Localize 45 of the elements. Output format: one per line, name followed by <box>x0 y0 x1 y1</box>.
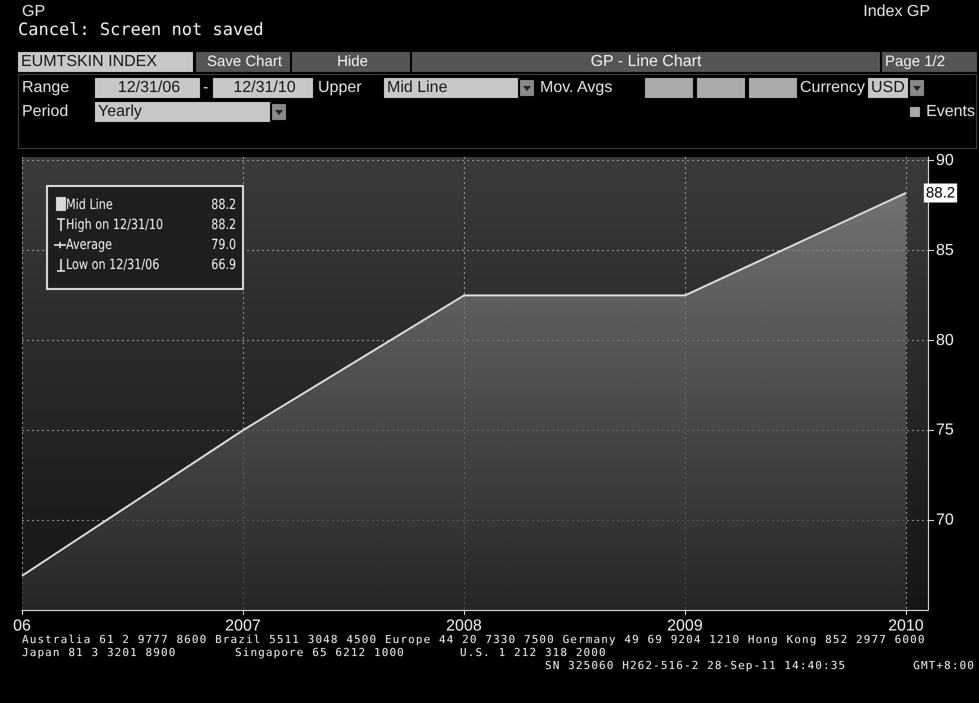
text: - <box>203 78 208 98</box>
text: Currency <box>800 78 865 98</box>
text: 12/31/10 <box>213 78 313 98</box>
text: GMT+8:00 <box>913 659 975 672</box>
annotation: Low on 12/31/06 <box>66 256 160 275</box>
text: Index GP <box>863 2 930 22</box>
text: GP <box>22 2 46 22</box>
text: Mid Line <box>384 78 518 98</box>
y-tick-label: 75 <box>936 422 954 439</box>
annotation: 88.2 <box>211 216 236 235</box>
annotation: Average <box>66 236 112 255</box>
annotation: High on 12/31/10 <box>66 216 164 235</box>
x-tick-label: 06 <box>13 618 31 634</box>
y-tick-label: 80 <box>936 332 954 349</box>
text: SN 325060 H262-516-2 28-Sep-11 14:40:35 <box>545 659 846 672</box>
x-tick-label: 2009 <box>667 618 703 634</box>
data-label: 88.2 <box>926 184 956 202</box>
annotation: 66.9 <box>211 256 236 275</box>
x-tick-label: 2008 <box>446 618 482 634</box>
chart-title: GP - Line Chart <box>412 52 880 72</box>
text: Period <box>22 102 68 122</box>
text: Mov. Avgs <box>540 78 612 98</box>
text: Hide <box>292 52 410 72</box>
text: EUMTSKIN INDEX <box>18 52 193 72</box>
text: U.S. 1 212 318 2000 <box>460 646 607 659</box>
text: Save Chart <box>196 52 290 72</box>
text: Page 1/2 <box>882 52 977 72</box>
text: USD <box>868 78 908 98</box>
y-tick-label: 90 <box>936 152 954 170</box>
text: Range <box>22 78 70 98</box>
text: Events <box>926 102 975 122</box>
y-tick-label: 70 <box>936 512 954 529</box>
y-tick-label: 85 <box>936 242 954 259</box>
text: Australia 61 2 9777 8600 Brazil 5511 3048 4500 Europe 44 20 7330 7500 Germany 49 69 9204 1210 Hong Kong 852 2977 6000 <box>22 633 926 646</box>
annotation: 79.0 <box>211 236 236 255</box>
text: Upper <box>318 78 362 98</box>
text: Yearly <box>95 102 270 122</box>
chart-subtitle: Cancel: Screen not saved <box>18 20 264 40</box>
text: 12/31/06 <box>95 78 200 98</box>
text: Singapore 65 6212 1000 <box>235 646 405 659</box>
annotation: 88.2 <box>211 196 236 215</box>
x-tick-label: 2007 <box>225 618 261 634</box>
legend-label: Mid Line <box>66 196 113 215</box>
text: Japan 81 3 3201 8900 <box>22 646 176 659</box>
x-tick-label: 2010 <box>888 618 924 634</box>
